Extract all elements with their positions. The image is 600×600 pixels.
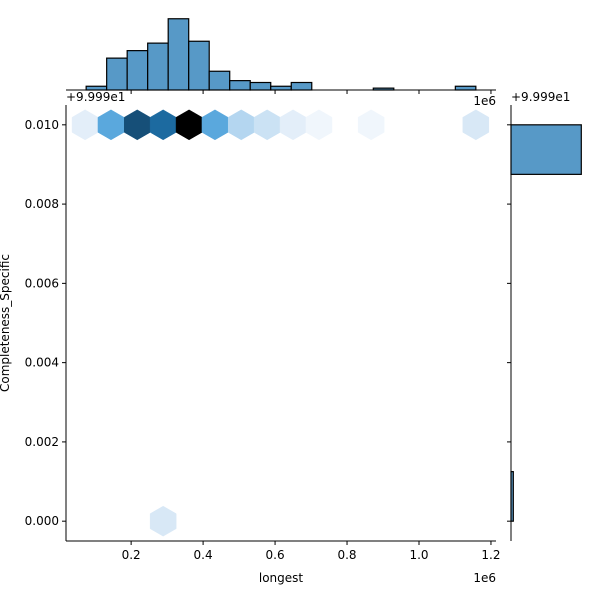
hexbin-cell-6 (227, 109, 255, 141)
hexbin-cell-12 (149, 505, 177, 537)
top-hist-bar-1 (106, 57, 128, 91)
y-tick-label: 0.010 (25, 118, 59, 132)
marginal-x-histogram (66, 18, 496, 91)
x-tick-label: 0.6 (266, 548, 285, 562)
x-offset-label: 1e6 (473, 571, 496, 585)
top-hist-bar-2 (126, 50, 149, 91)
hexbin-cell-4 (175, 109, 203, 141)
hexbin-layer (71, 109, 490, 537)
top-hist-bar-9 (270, 85, 292, 91)
y-tick-label: 0.008 (25, 197, 59, 211)
top-hist-bar-3 (147, 42, 169, 91)
top-hist-bar-5 (188, 40, 210, 91)
hexbin-cell-0 (71, 109, 99, 141)
y-tick-label: 0.002 (25, 435, 59, 449)
right-hist-bar-7 (510, 124, 582, 175)
top-x-offset-label: 1e6 (473, 94, 496, 108)
x-axis-label: longest (259, 571, 304, 585)
y-axis-label: Completeness_Specific (0, 254, 12, 392)
y-offset-label: +9.999e1 (66, 90, 125, 104)
top-hist-bar-8 (249, 81, 272, 91)
top-hist-bar-4 (167, 18, 190, 91)
right-offset-label: +9.999e1 (511, 90, 570, 104)
x-tick-label: 0.4 (194, 548, 213, 562)
hexbin-cell-11 (462, 109, 490, 141)
hexbin-cell-2 (123, 109, 151, 141)
y-tick-label: 0.004 (25, 356, 59, 370)
x-tick-label: 0.2 (122, 548, 141, 562)
x-tick-label: 1.0 (409, 548, 428, 562)
y-tick-label: 0.000 (25, 514, 59, 528)
x-tick-label: 1.2 (481, 548, 500, 562)
hexbin-cell-9 (305, 109, 333, 141)
hexbin-cell-8 (279, 109, 307, 141)
top-hist-bar-10 (290, 81, 313, 91)
top-hist-bar-6 (208, 70, 231, 91)
x-tick-label: 0.8 (337, 548, 356, 562)
hexbin-cell-5 (201, 109, 229, 141)
hexbin-cell-1 (97, 109, 125, 141)
marginal-y-histogram (510, 105, 582, 541)
hexbin-cell-10 (357, 109, 385, 141)
top-hist-bar-18 (454, 85, 477, 91)
top-hist-bar-7 (229, 80, 251, 91)
y-tick-label: 0.006 (25, 276, 59, 290)
hexbin-cell-7 (253, 109, 281, 141)
hexbin-cell-3 (149, 109, 177, 141)
axes-layer: 0.2 0.4 0.6 0.8 1.0 1.2 0.000 0.002 0.004 0.006 0.… (25, 90, 511, 562)
